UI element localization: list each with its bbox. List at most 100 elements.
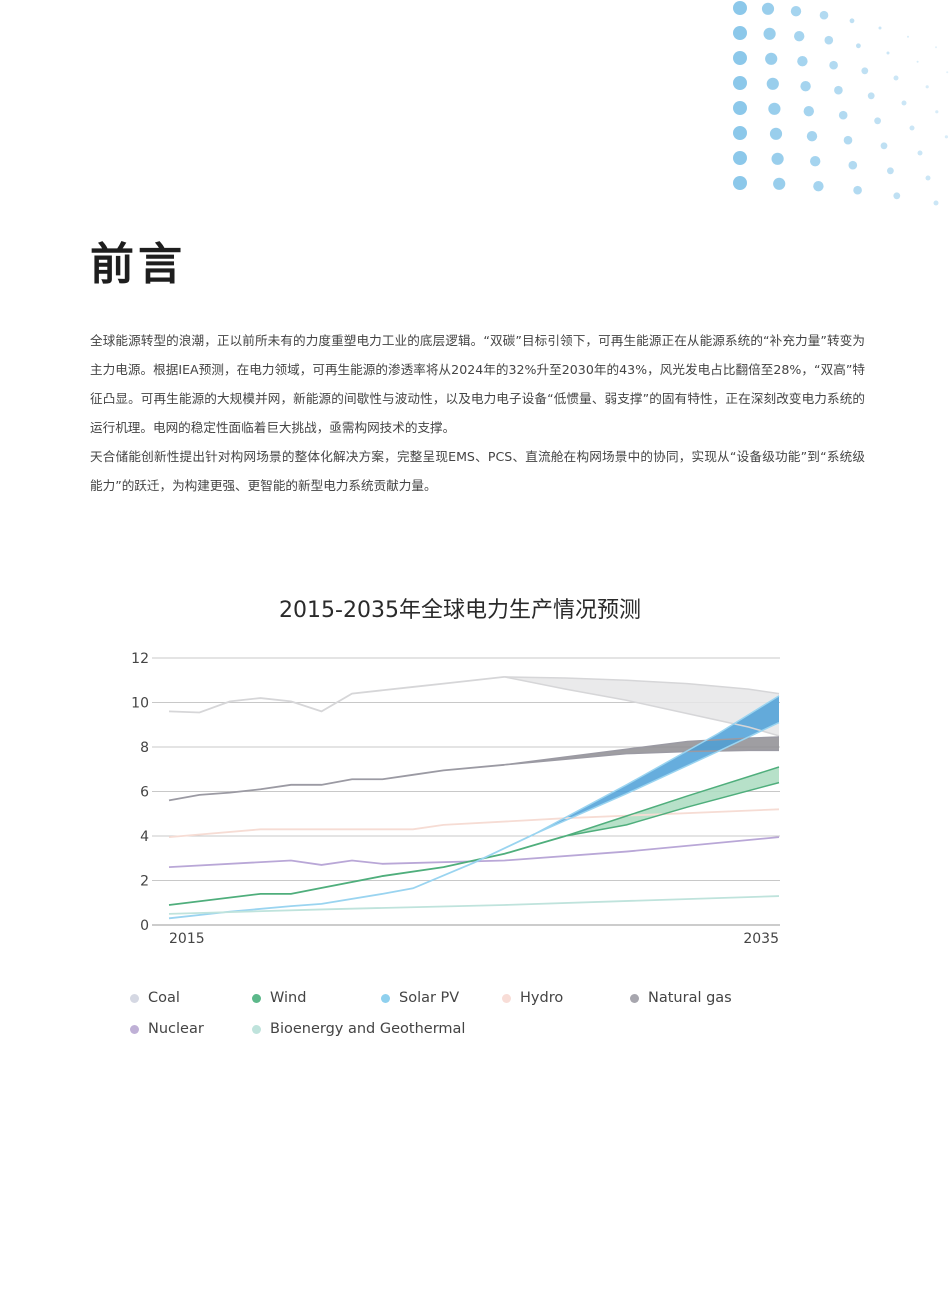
decor-dot bbox=[933, 200, 939, 206]
legend-label: Solar PV bbox=[399, 990, 460, 1006]
decor-dot bbox=[909, 125, 915, 131]
decor-dot bbox=[887, 167, 894, 175]
decor-dot bbox=[733, 151, 747, 165]
legend-item-nuclear: Nuclear bbox=[130, 1021, 204, 1037]
decor-dot bbox=[763, 27, 776, 40]
legend-label: Coal bbox=[148, 990, 180, 1006]
decor-dot bbox=[944, 135, 948, 139]
legend-dot-icon bbox=[381, 993, 390, 1003]
legend-label: Wind bbox=[270, 990, 307, 1006]
nuclear-line bbox=[168, 836, 780, 869]
y-tick-label: 10 bbox=[131, 696, 149, 712]
legend-item-coal: Coal bbox=[130, 990, 180, 1006]
decor-dot bbox=[806, 131, 818, 142]
decor-dot bbox=[797, 56, 808, 67]
decor-dot bbox=[773, 177, 786, 190]
y-tick-label: 4 bbox=[140, 829, 149, 845]
decor-dot bbox=[907, 35, 909, 38]
decor-dot bbox=[853, 185, 862, 195]
legend-label: Bioenergy and Geothermal bbox=[270, 1021, 466, 1037]
decor-dot bbox=[880, 142, 888, 150]
y-tick-label: 6 bbox=[140, 785, 149, 801]
paragraph-1: 全球能源转型的浪潮，正以前所未有的力度重塑电力工业的底层逻辑。“双碳”目标引领下… bbox=[90, 333, 865, 435]
chart-title: 2015-2035年全球电力生产情况预测 bbox=[279, 598, 641, 623]
decor-dot bbox=[771, 152, 784, 165]
decor-dot bbox=[848, 160, 858, 170]
decor-dot bbox=[886, 51, 890, 55]
decor-dot bbox=[766, 77, 779, 90]
coal-forecast-band bbox=[504, 676, 779, 736]
decor-dot bbox=[824, 35, 834, 45]
decor-dot bbox=[849, 18, 855, 24]
decor-dot bbox=[946, 71, 949, 74]
x-tick-label: 2015 bbox=[169, 931, 205, 947]
decor-dot bbox=[861, 67, 869, 75]
decor-dot bbox=[733, 101, 747, 115]
decor-dot bbox=[803, 106, 814, 117]
natural-gas-upper-line bbox=[504, 736, 780, 766]
coal-line bbox=[168, 676, 505, 714]
decor-dot bbox=[765, 52, 778, 65]
decor-dot bbox=[733, 76, 747, 90]
legend-dot-icon bbox=[252, 993, 261, 1003]
decor-dot bbox=[838, 110, 848, 120]
decor-dot bbox=[790, 6, 802, 17]
page-heading: 前言 bbox=[90, 239, 186, 290]
legend-label: Hydro bbox=[520, 990, 564, 1006]
decor-dot bbox=[829, 60, 838, 70]
natural-gas-lower-line bbox=[504, 749, 779, 766]
solar-pv-line bbox=[168, 832, 536, 920]
decor-dot bbox=[733, 26, 747, 40]
coal-upper-line bbox=[504, 676, 780, 695]
decor-dot bbox=[733, 176, 747, 190]
decor-dot bbox=[925, 85, 929, 89]
decor-dot bbox=[867, 92, 875, 100]
legend-dot-icon bbox=[130, 993, 139, 1003]
legend-item-solar-pv: Solar PV bbox=[381, 990, 459, 1006]
decor-dot bbox=[794, 31, 805, 42]
bioenergy-and-geothermal-line bbox=[168, 895, 780, 915]
legend-item-hydro: Hydro bbox=[502, 990, 563, 1006]
legend-dot-icon bbox=[630, 993, 639, 1003]
decor-dot bbox=[733, 1, 747, 15]
decor-dot bbox=[856, 43, 861, 49]
electricity-generation-chart: 0 2 4 6 8 10 12 2015 2035 bbox=[131, 651, 780, 947]
natural-gas-line bbox=[168, 763, 505, 802]
decor-dot bbox=[843, 135, 853, 145]
decor-dot bbox=[810, 156, 821, 167]
legend-dot-icon bbox=[252, 1024, 261, 1034]
y-tick-label: 12 bbox=[131, 651, 149, 667]
decorative-dot-pattern bbox=[733, 1, 949, 206]
decor-dot bbox=[733, 126, 747, 140]
decor-dot bbox=[761, 2, 775, 15]
wind-upper-line bbox=[565, 766, 780, 837]
solar-pv-upper-line bbox=[534, 695, 780, 835]
decor-dot bbox=[893, 192, 901, 200]
y-tick-label: 8 bbox=[140, 740, 149, 756]
legend-dot-icon bbox=[502, 993, 511, 1003]
decor-dot bbox=[769, 127, 783, 140]
legend-label: Nuclear bbox=[148, 1021, 204, 1037]
decor-dot bbox=[733, 51, 747, 65]
decor-dot bbox=[874, 117, 881, 125]
decor-dot bbox=[916, 60, 919, 63]
decor-dot bbox=[925, 175, 931, 181]
legend-item-bioenergy-and-geothermal: Bioenergy and Geothermal bbox=[252, 1021, 465, 1037]
solar-pv-lower-line bbox=[534, 721, 780, 835]
wind-lower-line bbox=[565, 781, 780, 837]
x-tick-label: 2035 bbox=[743, 931, 779, 947]
legend-label: Natural gas bbox=[648, 990, 732, 1006]
legend-item-natural-gas: Natural gas bbox=[630, 990, 732, 1006]
intro-text: 全球能源转型的浪潮，正以前所未有的力度重塑电力工业的底层逻辑。“双碳”目标引领下… bbox=[90, 326, 865, 500]
decor-dot bbox=[917, 150, 923, 156]
legend-item-wind: Wind bbox=[252, 990, 306, 1006]
y-tick-label: 0 bbox=[140, 918, 149, 934]
decor-dot bbox=[878, 26, 882, 30]
decor-dot bbox=[935, 46, 937, 49]
decor-dot bbox=[800, 81, 811, 92]
legend-dot-icon bbox=[130, 1024, 139, 1034]
decor-dot bbox=[901, 100, 907, 106]
decor-dot bbox=[819, 10, 829, 20]
decor-dot bbox=[935, 110, 939, 114]
paragraph-2: 天合储能创新性提出针对构网场景的整体化解决方案，完整呈现EMS、PCS、直流舱在… bbox=[90, 449, 865, 493]
